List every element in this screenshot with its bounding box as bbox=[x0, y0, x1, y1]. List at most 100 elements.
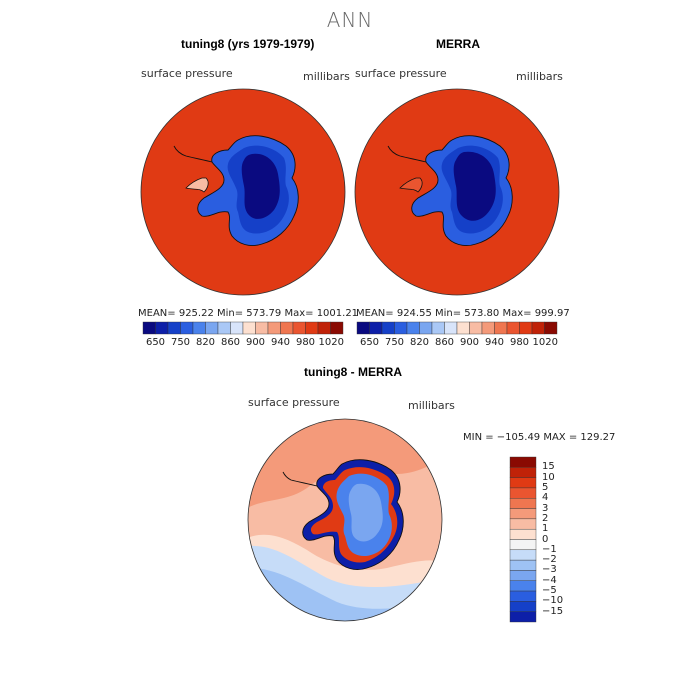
panel2-colorbar-tick: 940 bbox=[484, 337, 505, 348]
panel2-colorbar-swatch bbox=[494, 321, 508, 335]
panel1-colorbar-swatch bbox=[205, 321, 219, 335]
panel2-antarctica-plateau bbox=[453, 151, 496, 221]
panel3-colorbar-swatch bbox=[509, 549, 537, 561]
panel3-colorbar-tick: 1 bbox=[542, 523, 549, 535]
panel2-colorbar-tick: 650 bbox=[359, 337, 380, 348]
panel3-colorbar-swatch bbox=[509, 559, 537, 571]
panel2-colorbar-swatch bbox=[444, 321, 458, 335]
panel2-colorbar-tick: 1020 bbox=[532, 337, 558, 348]
panel3-colorbar-swatch bbox=[509, 528, 537, 540]
panel1-colorbar-tick: 650 bbox=[145, 337, 166, 348]
panel3-colorbar-tick: 2 bbox=[542, 512, 549, 524]
panel2-stats: MEAN= 924.55 Min= 573.80 Max= 999.97 bbox=[356, 308, 570, 319]
panel2-colorbar-tick: 860 bbox=[434, 337, 455, 348]
panel1-map bbox=[140, 88, 346, 296]
panel1-colorbar bbox=[142, 321, 344, 335]
panel3-colorbar-swatch bbox=[509, 508, 537, 520]
page-title: ANN bbox=[326, 8, 374, 32]
panel1-colorbar-tick: 860 bbox=[220, 337, 241, 348]
panel2-peninsula bbox=[399, 177, 423, 193]
panel3-colorbar-swatch bbox=[509, 487, 537, 499]
panel3-colorbar-ticks: 15 10 5 4 3 2 1 0 −1 −2 −3 −4 −5 −10 −15 bbox=[540, 457, 580, 622]
panel1-colorbar-ticks: 650 750 820 860 900 940 980 1020 bbox=[143, 337, 344, 349]
panel3-antarctica-core bbox=[348, 483, 383, 542]
panel1-colorbar-swatch bbox=[255, 321, 269, 335]
panel3-colorbar-tick: 4 bbox=[542, 492, 549, 504]
panel2-colorbar-tick: 750 bbox=[384, 337, 405, 348]
panel3-colorbar-tick: −1 bbox=[542, 543, 557, 555]
panel1-colorbar-swatch bbox=[330, 321, 344, 335]
panel2-colorbar-tick: 900 bbox=[459, 337, 480, 348]
panel3-colorbar-swatch bbox=[509, 601, 537, 612]
panel2-colorbar-swatch bbox=[431, 321, 445, 335]
panel3-colorbar-swatch bbox=[509, 570, 537, 581]
panel2-colorbar-swatch bbox=[419, 321, 433, 335]
panel2-colorbar-swatch bbox=[481, 321, 495, 335]
panel1-colorbar-swatch bbox=[192, 321, 206, 335]
panel3-colorbar bbox=[509, 456, 537, 623]
panel3-colorbar-tick: 3 bbox=[542, 502, 549, 514]
panel2-colorbar-swatch bbox=[394, 321, 408, 335]
panel3-colorbar-tick: −10 bbox=[542, 595, 564, 607]
panel2-colorbar-swatch bbox=[381, 321, 395, 335]
panel1-colorbar-swatch bbox=[305, 321, 319, 335]
panel3-colorbar-tick: −2 bbox=[542, 554, 557, 566]
panel1-units-label: millibars bbox=[303, 70, 350, 83]
panel1-colorbar-swatch bbox=[280, 321, 294, 335]
panel2-title: MERRA bbox=[436, 37, 480, 51]
panel2-colorbar-tick: 820 bbox=[409, 337, 430, 348]
panel2-map bbox=[354, 88, 560, 296]
panel3-stats: MIN = −105.49 MAX = 129.27 bbox=[463, 432, 616, 443]
panel3-colorbar-tick: 5 bbox=[542, 481, 549, 493]
panel3-colorbar-tick: −5 bbox=[542, 585, 557, 597]
panel1-peninsula-coast bbox=[173, 145, 213, 163]
panel2-colorbar-swatch bbox=[469, 321, 483, 335]
panel3-colorbar-swatch bbox=[509, 590, 537, 602]
panel3-colorbar-tick: 15 bbox=[542, 461, 555, 473]
panel1-colorbar-swatch bbox=[142, 321, 156, 335]
panel3-title: tuning8 - MERRA bbox=[304, 365, 402, 379]
panel1-colorbar-swatch bbox=[267, 321, 281, 335]
panel2-colorbar-swatch bbox=[356, 321, 370, 335]
panel3-colorbar-tick: −3 bbox=[542, 564, 557, 576]
panel1-colorbar-swatch bbox=[230, 321, 244, 335]
panel3-colorbar-swatch bbox=[509, 498, 537, 509]
panel3-colorbar-swatch bbox=[509, 539, 537, 551]
panel3-colorbar-tick: −4 bbox=[542, 574, 557, 586]
panel1-colorbar-tick: 980 bbox=[295, 337, 316, 348]
panel3-colorbar-tick: 10 bbox=[542, 471, 555, 483]
panel3-map bbox=[247, 418, 443, 622]
panel1-stats: MEAN= 925.22 Min= 573.79 Max= 1001.21 bbox=[138, 308, 359, 319]
panel2-colorbar-ticks: 650 750 820 860 900 940 980 1020 bbox=[357, 337, 558, 349]
panel2-colorbar-swatch bbox=[544, 321, 558, 335]
panel1-colorbar-tick: 820 bbox=[195, 337, 216, 348]
panel2-colorbar-swatch bbox=[519, 321, 533, 335]
panel3-colorbar-swatch bbox=[509, 456, 537, 468]
panel1-colorbar-swatch bbox=[292, 321, 306, 335]
panel2-units-label: millibars bbox=[516, 70, 563, 83]
panel3-units-label: millibars bbox=[408, 399, 455, 412]
panel1-colorbar-swatch bbox=[180, 321, 194, 335]
panel1-variable-label: surface pressure bbox=[141, 67, 233, 80]
panel1-title: tuning8 (yrs 1979-1979) bbox=[181, 37, 315, 51]
panel2-variable-label: surface pressure bbox=[355, 67, 447, 80]
panel2-colorbar-swatch bbox=[406, 321, 420, 335]
panel3-colorbar-swatch bbox=[509, 580, 537, 592]
panel2-colorbar-swatch bbox=[456, 321, 470, 335]
panel2-colorbar-swatch bbox=[369, 321, 383, 335]
panel1-colorbar-swatch bbox=[317, 321, 331, 335]
panel1-colorbar-tick: 900 bbox=[245, 337, 266, 348]
panel1-antarctica-plateau bbox=[241, 153, 280, 219]
panel2-colorbar-tick: 980 bbox=[509, 337, 530, 348]
panel3-colorbar-tick: −15 bbox=[542, 605, 564, 617]
panel3-colorbar-swatch bbox=[509, 467, 537, 478]
panel1-colorbar-swatch bbox=[155, 321, 169, 335]
panel1-peninsula bbox=[185, 177, 209, 193]
panel1-colorbar-swatch bbox=[217, 321, 231, 335]
panel2-colorbar-swatch bbox=[531, 321, 545, 335]
panel3-colorbar-swatch bbox=[509, 477, 537, 489]
panel3-colorbar-swatch bbox=[509, 518, 537, 530]
panel2-peninsula-coast bbox=[387, 145, 427, 163]
panel1-colorbar-tick: 940 bbox=[270, 337, 291, 348]
panel3-colorbar-swatch bbox=[509, 611, 537, 623]
